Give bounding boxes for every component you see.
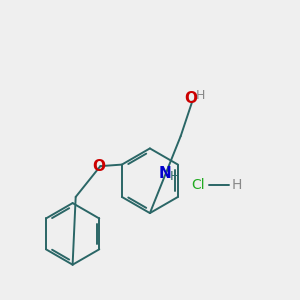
Text: N: N — [158, 166, 171, 181]
Text: Cl: Cl — [192, 178, 205, 192]
Text: H: H — [170, 170, 179, 183]
Text: H: H — [232, 178, 242, 192]
Text: O: O — [92, 159, 105, 174]
Text: H: H — [195, 89, 205, 102]
Text: O: O — [184, 91, 197, 106]
